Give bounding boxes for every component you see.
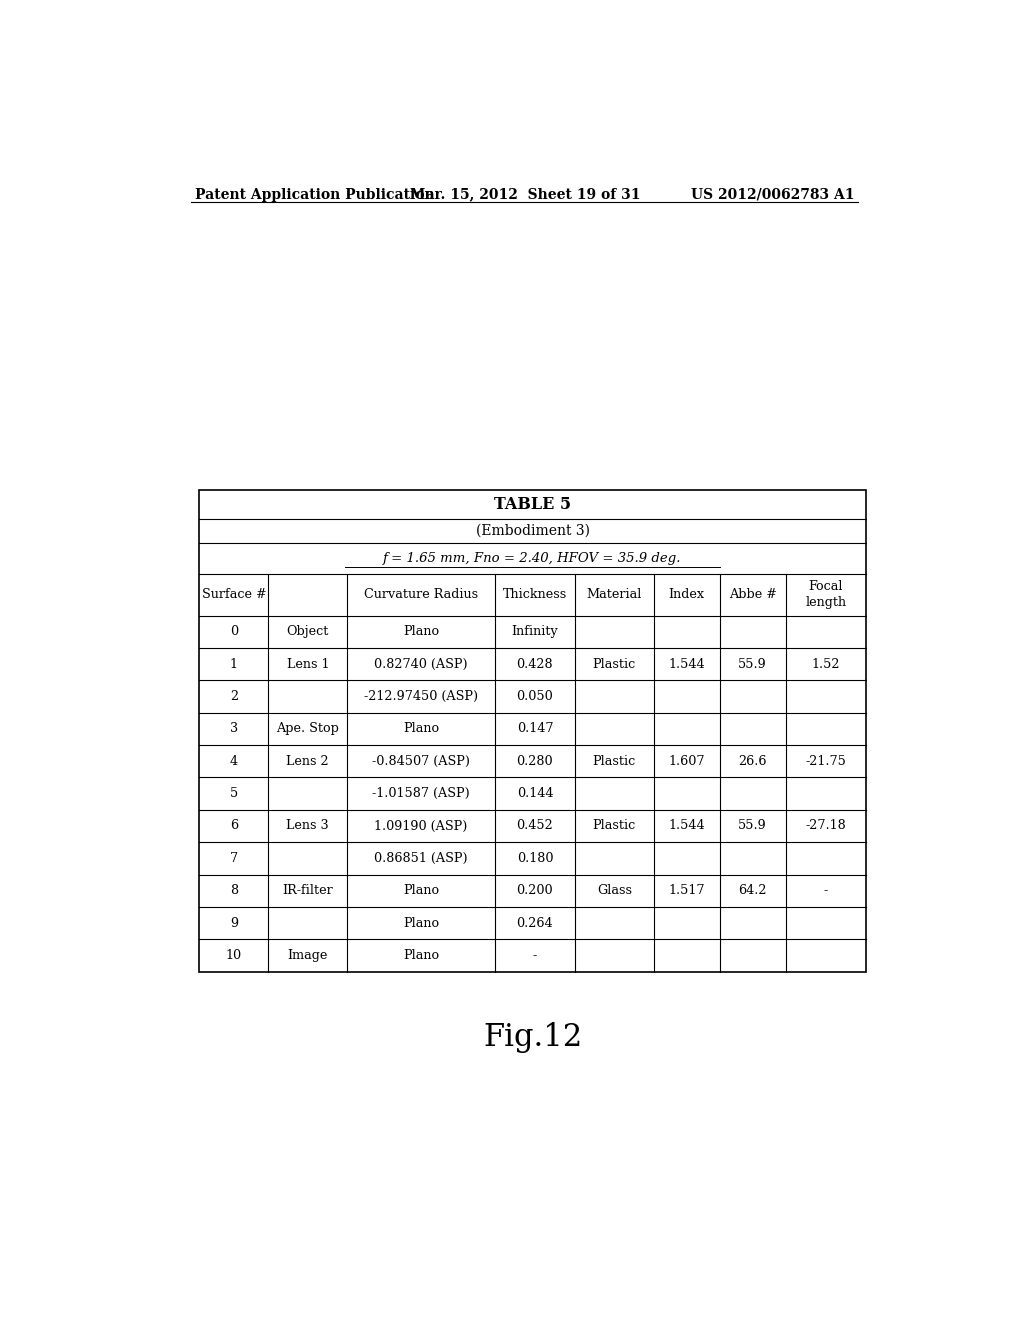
Text: 1.544: 1.544 xyxy=(669,820,705,833)
Bar xyxy=(200,490,866,972)
Text: 55.9: 55.9 xyxy=(738,657,767,671)
Text: 0.82740 (ASP): 0.82740 (ASP) xyxy=(374,657,468,671)
Text: 8: 8 xyxy=(229,884,238,898)
Text: 0.280: 0.280 xyxy=(516,755,553,768)
Text: Plano: Plano xyxy=(402,949,439,962)
Text: -1.01587 (ASP): -1.01587 (ASP) xyxy=(372,787,470,800)
Text: 10: 10 xyxy=(226,949,242,962)
Text: 9: 9 xyxy=(229,916,238,929)
Text: -212.97450 (ASP): -212.97450 (ASP) xyxy=(364,690,478,704)
Text: Plano: Plano xyxy=(402,722,439,735)
Text: Material: Material xyxy=(587,589,642,602)
Text: 26.6: 26.6 xyxy=(738,755,767,768)
Text: 0.200: 0.200 xyxy=(516,884,553,898)
Text: 6: 6 xyxy=(229,820,238,833)
Text: Focal
length: Focal length xyxy=(805,581,846,610)
Text: Infinity: Infinity xyxy=(512,626,558,639)
Text: Plano: Plano xyxy=(402,916,439,929)
Text: -: - xyxy=(532,949,537,962)
Text: 64.2: 64.2 xyxy=(738,884,767,898)
Text: 4: 4 xyxy=(229,755,238,768)
Text: 1: 1 xyxy=(229,657,238,671)
Text: 1.544: 1.544 xyxy=(669,657,705,671)
Text: 0.147: 0.147 xyxy=(517,722,553,735)
Text: Lens 2: Lens 2 xyxy=(287,755,329,768)
Text: 0.452: 0.452 xyxy=(516,820,553,833)
Text: Object: Object xyxy=(287,626,329,639)
Text: 0.428: 0.428 xyxy=(516,657,553,671)
Text: 1.09190 (ASP): 1.09190 (ASP) xyxy=(374,820,468,833)
Text: 1.517: 1.517 xyxy=(669,884,705,898)
Text: Ape. Stop: Ape. Stop xyxy=(276,722,339,735)
Text: Surface #: Surface # xyxy=(202,589,266,602)
Text: Plastic: Plastic xyxy=(593,820,636,833)
Text: 5: 5 xyxy=(229,787,238,800)
Text: 2: 2 xyxy=(229,690,238,704)
Text: Plastic: Plastic xyxy=(593,755,636,768)
Text: 7: 7 xyxy=(229,851,238,865)
Text: 0: 0 xyxy=(229,626,238,639)
Text: Plano: Plano xyxy=(402,626,439,639)
Text: Image: Image xyxy=(288,949,328,962)
Text: 0.050: 0.050 xyxy=(516,690,553,704)
Text: (Embodiment 3): (Embodiment 3) xyxy=(475,524,590,539)
Text: Lens 3: Lens 3 xyxy=(287,820,329,833)
Text: Patent Application Publication: Patent Application Publication xyxy=(196,187,435,202)
Text: 0.86851 (ASP): 0.86851 (ASP) xyxy=(374,851,468,865)
Text: Fig.12: Fig.12 xyxy=(483,1022,583,1052)
Text: Plastic: Plastic xyxy=(593,657,636,671)
Text: -27.18: -27.18 xyxy=(805,820,846,833)
Text: -0.84507 (ASP): -0.84507 (ASP) xyxy=(372,755,470,768)
Text: Lens 1: Lens 1 xyxy=(287,657,329,671)
Text: 0.144: 0.144 xyxy=(517,787,553,800)
Text: Glass: Glass xyxy=(597,884,632,898)
Text: Mar. 15, 2012  Sheet 19 of 31: Mar. 15, 2012 Sheet 19 of 31 xyxy=(410,187,640,202)
Text: Index: Index xyxy=(669,589,705,602)
Text: Thickness: Thickness xyxy=(503,589,567,602)
Text: -21.75: -21.75 xyxy=(805,755,846,768)
Text: 1.52: 1.52 xyxy=(811,657,840,671)
Text: Curvature Radius: Curvature Radius xyxy=(364,589,478,602)
Text: Plano: Plano xyxy=(402,884,439,898)
Text: TABLE 5: TABLE 5 xyxy=(494,495,571,512)
Text: -: - xyxy=(823,884,827,898)
Text: 0.180: 0.180 xyxy=(517,851,553,865)
Text: 55.9: 55.9 xyxy=(738,820,767,833)
Text: 3: 3 xyxy=(229,722,238,735)
Text: 0.264: 0.264 xyxy=(516,916,553,929)
Text: f = 1.65 mm, Fno = 2.40, HFOV = 35.9 deg.: f = 1.65 mm, Fno = 2.40, HFOV = 35.9 deg… xyxy=(383,552,682,565)
Text: 1.607: 1.607 xyxy=(669,755,705,768)
Text: IR-filter: IR-filter xyxy=(283,884,333,898)
Text: US 2012/0062783 A1: US 2012/0062783 A1 xyxy=(690,187,854,202)
Text: Abbe #: Abbe # xyxy=(729,589,776,602)
